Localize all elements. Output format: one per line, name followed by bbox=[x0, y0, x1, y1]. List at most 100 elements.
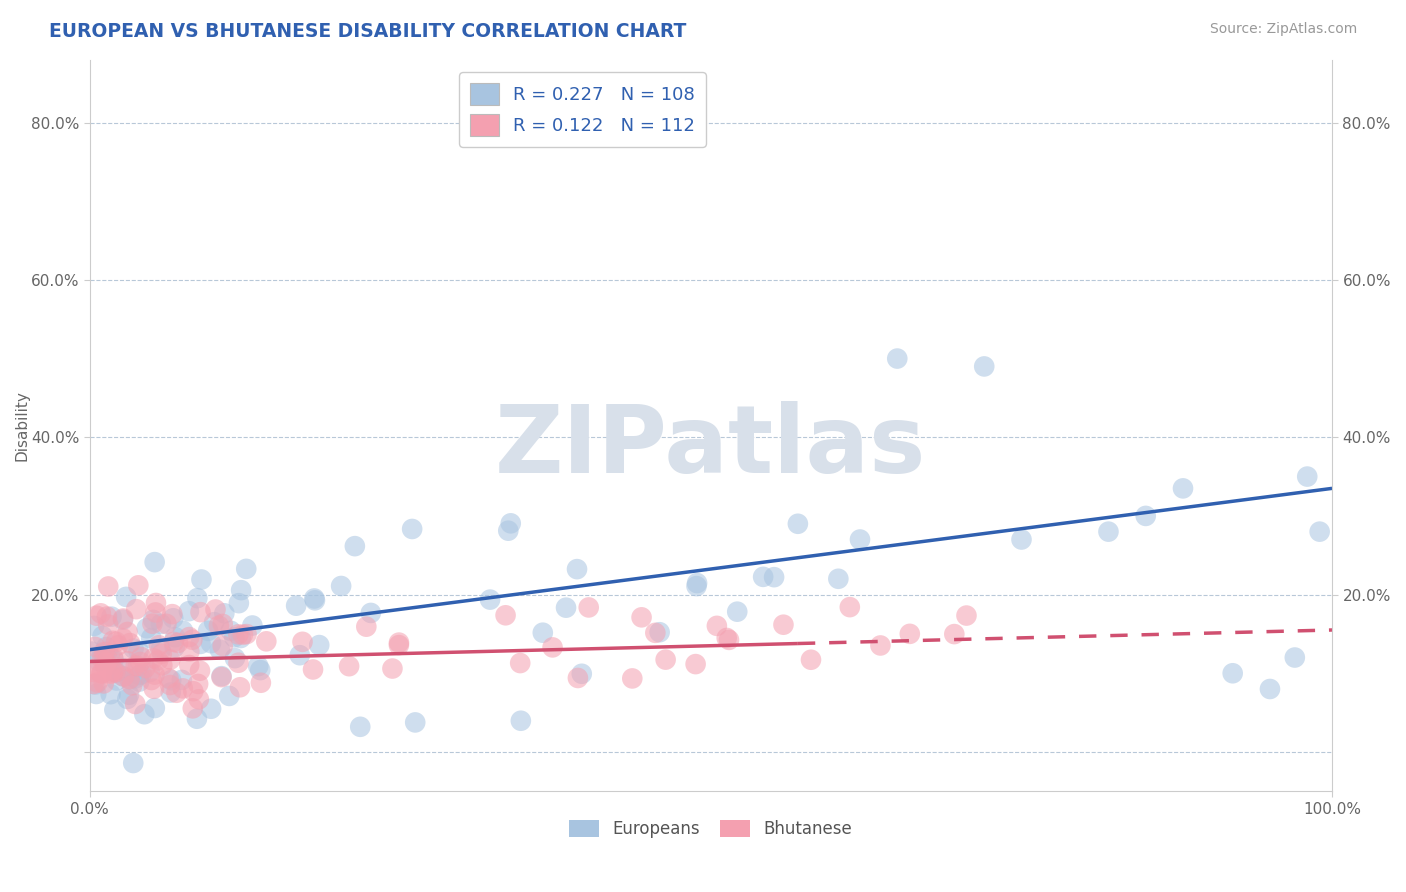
Point bbox=[200, 636, 222, 650]
Point bbox=[146, 654, 169, 668]
Point bbox=[898, 627, 921, 641]
Point bbox=[181, 701, 204, 715]
Point bbox=[100, 609, 122, 624]
Point bbox=[91, 629, 114, 643]
Point bbox=[228, 596, 250, 610]
Point bbox=[125, 602, 148, 616]
Point bbox=[159, 685, 181, 699]
Point bbox=[1296, 469, 1319, 483]
Point bbox=[886, 351, 908, 366]
Point bbox=[250, 675, 273, 690]
Point bbox=[181, 632, 204, 647]
Point bbox=[96, 656, 118, 670]
Point bbox=[187, 677, 209, 691]
Point bbox=[578, 600, 600, 615]
Point bbox=[131, 667, 153, 681]
Point bbox=[827, 572, 849, 586]
Point bbox=[630, 610, 652, 624]
Point bbox=[179, 645, 201, 659]
Point bbox=[143, 701, 166, 715]
Point bbox=[170, 673, 193, 687]
Point bbox=[142, 651, 165, 665]
Point bbox=[567, 671, 589, 685]
Point bbox=[337, 659, 360, 673]
Point bbox=[208, 619, 231, 633]
Point bbox=[118, 636, 141, 650]
Point bbox=[1309, 524, 1331, 539]
Point bbox=[211, 670, 233, 684]
Point bbox=[141, 673, 163, 687]
Point bbox=[343, 539, 366, 553]
Text: Source: ZipAtlas.com: Source: ZipAtlas.com bbox=[1209, 22, 1357, 37]
Point bbox=[706, 619, 728, 633]
Point bbox=[224, 631, 246, 645]
Point bbox=[127, 578, 149, 592]
Point bbox=[121, 678, 143, 692]
Point bbox=[555, 600, 578, 615]
Point bbox=[93, 645, 115, 659]
Point bbox=[541, 640, 564, 655]
Point bbox=[388, 638, 411, 652]
Point bbox=[167, 636, 190, 650]
Point bbox=[105, 665, 128, 680]
Point bbox=[388, 635, 411, 649]
Point bbox=[1011, 533, 1033, 547]
Point bbox=[200, 702, 222, 716]
Point bbox=[187, 692, 209, 706]
Point bbox=[101, 666, 124, 681]
Point bbox=[149, 643, 172, 657]
Point bbox=[141, 631, 163, 645]
Point bbox=[97, 579, 120, 593]
Point bbox=[135, 621, 157, 635]
Point bbox=[531, 625, 554, 640]
Point bbox=[162, 607, 184, 621]
Point bbox=[302, 663, 325, 677]
Point bbox=[404, 715, 426, 730]
Point bbox=[105, 673, 128, 688]
Point bbox=[111, 661, 134, 675]
Point bbox=[509, 656, 531, 670]
Point bbox=[96, 645, 118, 659]
Point bbox=[143, 555, 166, 569]
Point bbox=[84, 677, 107, 691]
Point bbox=[772, 617, 794, 632]
Point bbox=[849, 533, 872, 547]
Point bbox=[304, 591, 326, 606]
Point bbox=[202, 615, 225, 630]
Point bbox=[186, 712, 208, 726]
Point bbox=[96, 609, 118, 624]
Point bbox=[509, 714, 531, 728]
Point bbox=[229, 680, 252, 694]
Point bbox=[1171, 482, 1194, 496]
Point bbox=[96, 640, 118, 654]
Point bbox=[288, 648, 311, 663]
Point bbox=[103, 652, 125, 666]
Point bbox=[128, 668, 150, 682]
Point bbox=[101, 649, 124, 664]
Point bbox=[304, 593, 326, 607]
Point bbox=[90, 666, 112, 681]
Point bbox=[349, 720, 371, 734]
Point bbox=[124, 697, 146, 711]
Y-axis label: Disability: Disability bbox=[15, 390, 30, 461]
Point bbox=[254, 634, 277, 648]
Point bbox=[97, 653, 120, 667]
Point bbox=[188, 664, 211, 678]
Point bbox=[786, 516, 808, 531]
Point bbox=[149, 616, 172, 631]
Point bbox=[204, 602, 226, 616]
Point bbox=[229, 631, 252, 645]
Point bbox=[291, 635, 314, 649]
Point bbox=[82, 663, 104, 677]
Point bbox=[224, 651, 246, 665]
Point bbox=[98, 666, 121, 681]
Point bbox=[219, 624, 242, 638]
Point bbox=[211, 616, 233, 631]
Point bbox=[93, 653, 115, 667]
Point bbox=[103, 703, 125, 717]
Point bbox=[235, 562, 257, 576]
Point bbox=[124, 671, 146, 685]
Point bbox=[142, 613, 165, 627]
Point bbox=[621, 672, 644, 686]
Point bbox=[134, 661, 156, 675]
